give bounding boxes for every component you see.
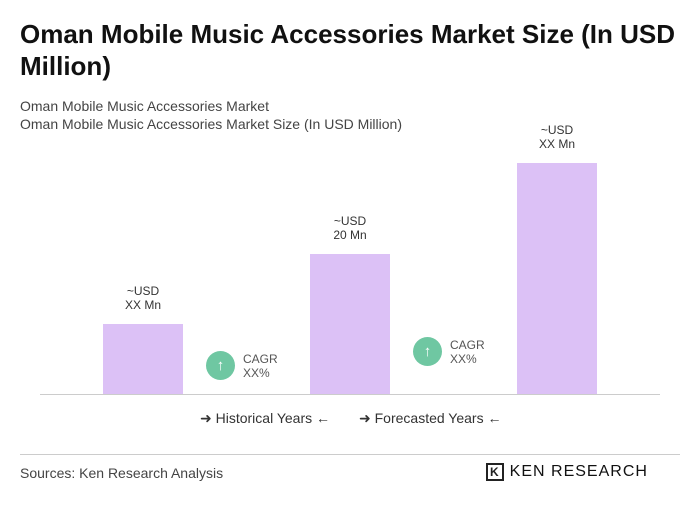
arrow-right-icon: ➜ — [200, 410, 216, 426]
legend-historical: ➜ Historical Years ← — [200, 410, 330, 427]
page-title: Oman Mobile Music Accessories Market Siz… — [20, 19, 676, 81]
data-label: ~USD 20 Mn — [333, 214, 367, 242]
divider — [20, 454, 680, 455]
chart-subtitle: Oman Mobile Music Accessories Market Siz… — [20, 116, 402, 132]
cagr-badge: ↑ CAGR XX% — [206, 351, 278, 380]
source-note: Sources: Ken Research Analysis — [20, 465, 224, 481]
cagr-label: CAGR — [243, 351, 278, 366]
bar — [517, 163, 597, 394]
arrow-up-icon: ↑ — [206, 351, 235, 380]
subtitle: Oman Mobile Music Accessories Market — [20, 98, 269, 114]
arrow-right-icon: ➜ — [359, 410, 375, 426]
data-label: ~USD XX Mn — [538, 123, 575, 151]
data-label: ~USD XX Mn — [124, 284, 161, 312]
x-axis — [40, 394, 660, 395]
bar — [310, 254, 390, 394]
ken-research-logo: K KEN RESEARCH — [486, 463, 648, 481]
cagr-value: XX% — [450, 351, 477, 366]
arrow-up-icon: ↑ — [413, 337, 442, 366]
cagr-label: CAGR — [450, 337, 485, 352]
legend-forecasted: ➜ Forecasted Years ← — [359, 410, 501, 427]
cagr-value: XX% — [243, 365, 270, 380]
legend-label: Historical Years — [215, 410, 313, 426]
legend-label: Forecasted Years — [374, 410, 484, 426]
arrow-left-icon: ← — [483, 410, 502, 426]
arrow-left-icon: ← — [312, 410, 331, 426]
logo-k-icon: K — [486, 463, 504, 481]
logo-text: KEN RESEARCH — [509, 463, 648, 480]
cagr-badge: ↑ CAGR XX% — [413, 337, 485, 366]
bar — [103, 324, 183, 394]
